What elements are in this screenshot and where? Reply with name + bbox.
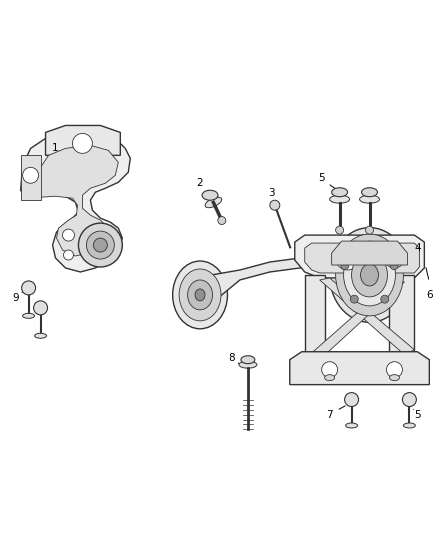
- Circle shape: [366, 226, 374, 234]
- Text: 7: 7: [326, 409, 333, 419]
- Text: 2: 2: [197, 178, 203, 188]
- Circle shape: [336, 226, 343, 234]
- Ellipse shape: [346, 423, 357, 428]
- Ellipse shape: [23, 313, 35, 318]
- Ellipse shape: [361, 188, 378, 197]
- Circle shape: [366, 241, 374, 249]
- Polygon shape: [305, 243, 419, 273]
- Circle shape: [64, 250, 74, 260]
- Circle shape: [86, 231, 114, 259]
- Circle shape: [23, 167, 39, 183]
- Polygon shape: [46, 125, 120, 155]
- Ellipse shape: [35, 333, 46, 338]
- Polygon shape: [21, 155, 41, 200]
- Circle shape: [350, 295, 358, 303]
- Polygon shape: [305, 275, 325, 360]
- Polygon shape: [295, 235, 424, 278]
- Circle shape: [390, 254, 399, 262]
- Ellipse shape: [173, 261, 227, 329]
- Ellipse shape: [202, 190, 218, 200]
- Circle shape: [78, 223, 122, 267]
- Ellipse shape: [343, 244, 396, 306]
- Polygon shape: [35, 146, 118, 256]
- Text: 5: 5: [414, 409, 420, 419]
- Circle shape: [63, 229, 74, 241]
- Circle shape: [34, 301, 48, 315]
- Ellipse shape: [195, 289, 205, 301]
- Circle shape: [270, 200, 280, 210]
- Polygon shape: [320, 278, 414, 355]
- Ellipse shape: [360, 195, 379, 203]
- Polygon shape: [200, 258, 374, 313]
- Circle shape: [218, 216, 226, 224]
- Ellipse shape: [403, 423, 415, 428]
- Ellipse shape: [205, 197, 222, 208]
- Ellipse shape: [187, 280, 212, 310]
- Ellipse shape: [179, 269, 221, 321]
- Text: 1: 1: [52, 143, 59, 154]
- Ellipse shape: [239, 361, 257, 368]
- Text: 8: 8: [229, 353, 235, 363]
- Text: 9: 9: [12, 293, 19, 303]
- Circle shape: [341, 262, 349, 270]
- Text: 5: 5: [318, 173, 325, 183]
- Polygon shape: [332, 241, 407, 265]
- Circle shape: [403, 393, 417, 407]
- Circle shape: [386, 362, 403, 378]
- Ellipse shape: [325, 375, 335, 381]
- Ellipse shape: [336, 234, 403, 316]
- Ellipse shape: [332, 188, 348, 197]
- Circle shape: [385, 248, 404, 268]
- Circle shape: [93, 238, 107, 252]
- Polygon shape: [310, 280, 404, 360]
- Ellipse shape: [360, 264, 378, 286]
- Text: 4: 4: [414, 243, 420, 253]
- Ellipse shape: [241, 356, 255, 364]
- Circle shape: [390, 262, 398, 270]
- Circle shape: [345, 393, 359, 407]
- Circle shape: [336, 246, 360, 270]
- Circle shape: [321, 362, 338, 378]
- Circle shape: [72, 133, 92, 154]
- Ellipse shape: [330, 195, 350, 203]
- Ellipse shape: [389, 375, 399, 381]
- Polygon shape: [21, 131, 130, 272]
- Ellipse shape: [330, 228, 410, 322]
- Ellipse shape: [352, 253, 388, 297]
- Text: 6: 6: [426, 290, 433, 300]
- Polygon shape: [290, 352, 429, 385]
- Circle shape: [381, 295, 389, 303]
- Text: 3: 3: [268, 188, 275, 198]
- Circle shape: [21, 281, 35, 295]
- Circle shape: [343, 253, 353, 263]
- Polygon shape: [389, 275, 414, 360]
